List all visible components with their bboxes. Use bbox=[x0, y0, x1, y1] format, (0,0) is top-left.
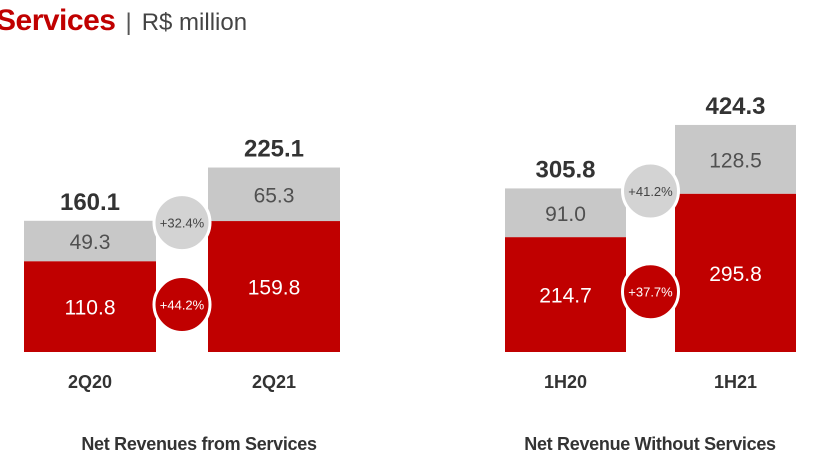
bar-total-label: 305.8 bbox=[535, 156, 595, 183]
bar-segment-grey bbox=[675, 124, 796, 194]
bar-segment-grey bbox=[505, 188, 626, 238]
bar-value-label-grey: 128.5 bbox=[709, 149, 762, 172]
growth-label-grey: +32.4% bbox=[160, 216, 205, 231]
x-tick-label: 1H21 bbox=[714, 372, 757, 392]
bar-value-label-grey: 91.0 bbox=[545, 203, 586, 226]
bar-total-label: 160.1 bbox=[60, 189, 120, 216]
chart-title-without-services: Net Revenue Without Services bbox=[524, 434, 776, 454]
growth-label-red: +44.2% bbox=[160, 298, 205, 313]
bar-total-label: 424.3 bbox=[705, 93, 765, 120]
growth-label-red: +37.7% bbox=[628, 285, 673, 300]
bar-value-label-red: 110.8 bbox=[65, 297, 116, 320]
growth-badge-red bbox=[621, 262, 680, 322]
bar-value-label-grey: 49.3 bbox=[70, 231, 111, 254]
x-tick-label: 2Q21 bbox=[252, 372, 296, 392]
bar-value-label-red: 159.8 bbox=[248, 277, 301, 300]
bar-segment-red bbox=[208, 221, 340, 352]
chart-title-services: Net Revenues from Services bbox=[81, 434, 317, 454]
bar-value-label-red: 214.7 bbox=[539, 285, 592, 308]
title-unit: R$ million bbox=[141, 9, 248, 36]
growth-label-grey: +41.2% bbox=[628, 184, 673, 199]
growth-badge-red bbox=[152, 275, 212, 335]
x-tick-label: 2Q20 bbox=[68, 372, 112, 392]
growth-badge-grey bbox=[152, 193, 212, 253]
bar-segment-red bbox=[505, 237, 626, 352]
page-title: Services | R$ million bbox=[0, 4, 247, 38]
growth-badge-grey bbox=[621, 161, 680, 221]
bar-segment-red bbox=[675, 193, 796, 352]
bar-segment-grey bbox=[24, 220, 156, 262]
bar-value-label-red: 295.8 bbox=[709, 263, 762, 286]
bar-value-label-grey: 65.3 bbox=[254, 184, 295, 207]
bar-segment-grey bbox=[208, 167, 340, 222]
bar-segment-red bbox=[24, 261, 156, 352]
x-tick-label: 1H20 bbox=[544, 372, 587, 392]
bar-total-label: 225.1 bbox=[244, 136, 304, 163]
title-separator: | bbox=[125, 9, 132, 36]
title-main: Services bbox=[0, 4, 116, 37]
